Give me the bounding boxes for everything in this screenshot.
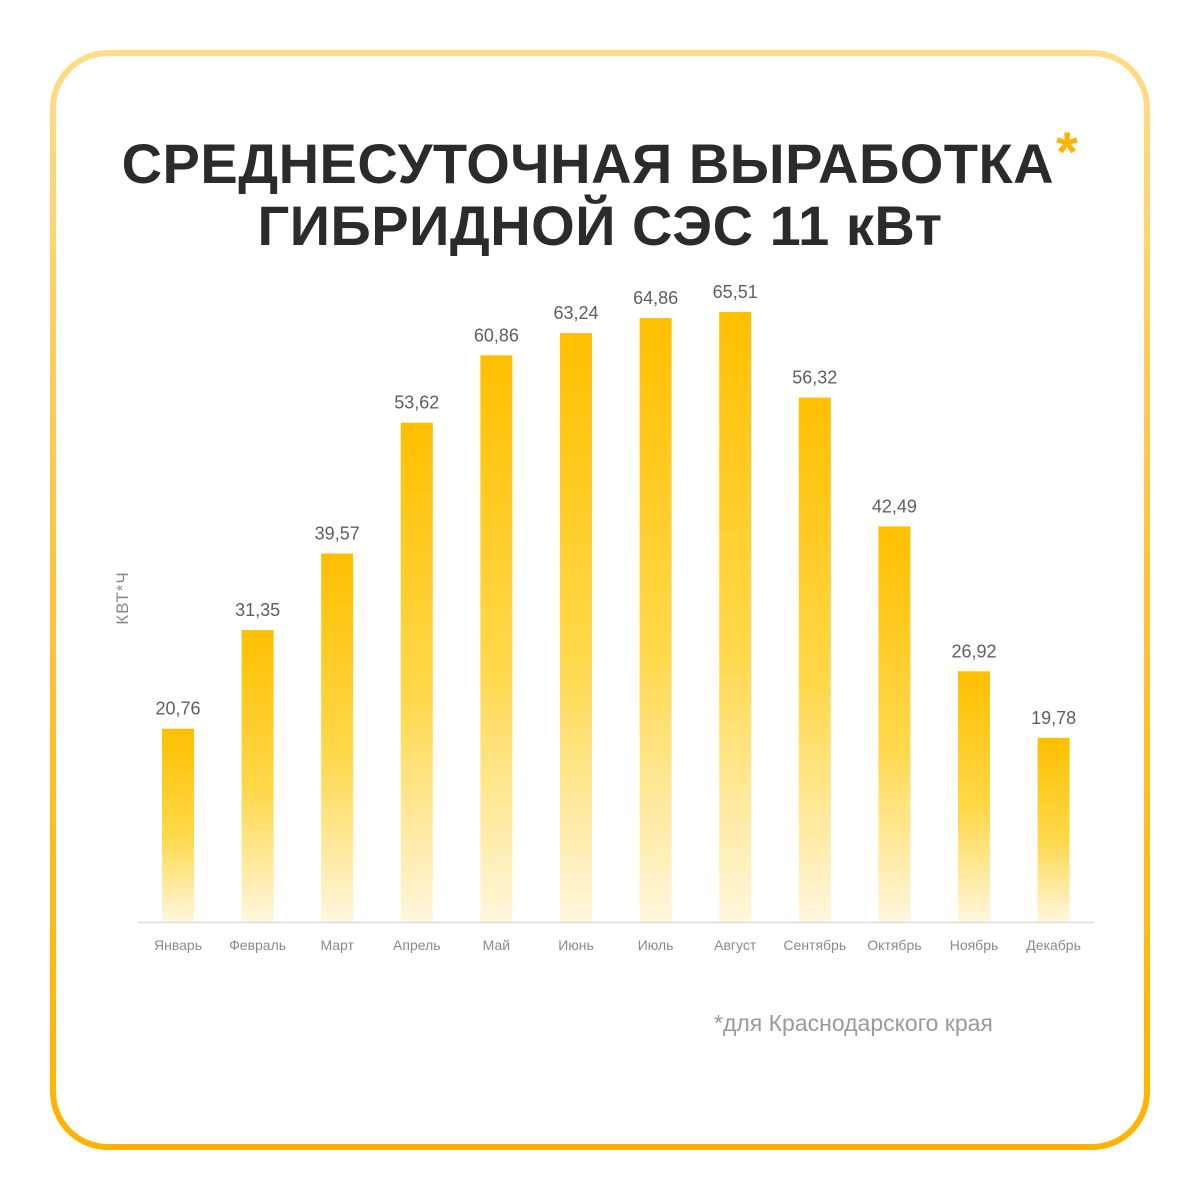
x-tick-label-11: Ноябрь <box>950 937 999 953</box>
bar-5 <box>480 355 513 922</box>
value-label-2: 31,35 <box>235 600 280 620</box>
x-tick-label-6: Июнь <box>558 937 594 953</box>
bar-8 <box>719 312 752 922</box>
value-label-4: 53,62 <box>394 393 439 413</box>
bar-11 <box>958 671 990 922</box>
title-asterisk: * <box>1056 120 1079 183</box>
value-label-10: 42,49 <box>872 496 917 516</box>
bar-4 <box>400 422 433 922</box>
value-label-9: 56,32 <box>792 368 837 388</box>
x-tick-label-10: Октябрь <box>867 937 921 953</box>
x-tick-label-1: Январь <box>154 937 202 953</box>
bar-10 <box>878 526 911 922</box>
bar-6 <box>560 333 592 923</box>
bar-9 <box>798 397 831 923</box>
value-label-7: 64,86 <box>633 288 678 308</box>
x-tick-label-3: Март <box>320 937 354 953</box>
x-tick-label-12: Декабрь <box>1026 937 1081 953</box>
x-tick-label-4: Апрель <box>393 937 441 953</box>
value-label-1: 20,76 <box>155 699 200 719</box>
value-label-5: 60,86 <box>474 325 519 345</box>
bar-3 <box>321 553 354 922</box>
bar-1 <box>162 728 194 922</box>
y-axis-label: КВТ*Ч <box>113 571 132 624</box>
value-label-3: 39,57 <box>315 524 360 544</box>
value-label-12: 19,78 <box>1031 708 1076 728</box>
bar-12 <box>1037 737 1070 922</box>
value-label-8: 65,51 <box>713 282 758 302</box>
bar-2 <box>241 630 274 922</box>
x-tick-label-8: Август <box>714 937 757 953</box>
x-tick-label-2: Февраль <box>229 937 286 953</box>
title-line1-text: СРЕДНЕСУТОЧНАЯ ВЫРАБОТКА <box>121 132 1055 195</box>
bars-group: 20,76 Январь 31,35 Февраль 39,57 Март 53,62 Апр… <box>154 282 1081 953</box>
value-label-6: 63,24 <box>553 303 598 323</box>
chart-title-line2: ГИБРИДНОЙ СЭС 11 кВт <box>257 194 943 257</box>
x-tick-label-5: Май <box>483 937 510 953</box>
footnote: *для Краснодарского края <box>714 1010 993 1036</box>
card-frame <box>50 50 1150 1150</box>
x-tick-label-9: Сентябрь <box>783 937 846 953</box>
x-tick-label-7: Июль <box>638 937 674 953</box>
value-label-11: 26,92 <box>951 641 996 661</box>
chart-title-line1: СРЕДНЕСУТОЧНАЯ ВЫРАБОТКА* <box>0 120 1200 197</box>
bar-7 <box>639 318 672 923</box>
